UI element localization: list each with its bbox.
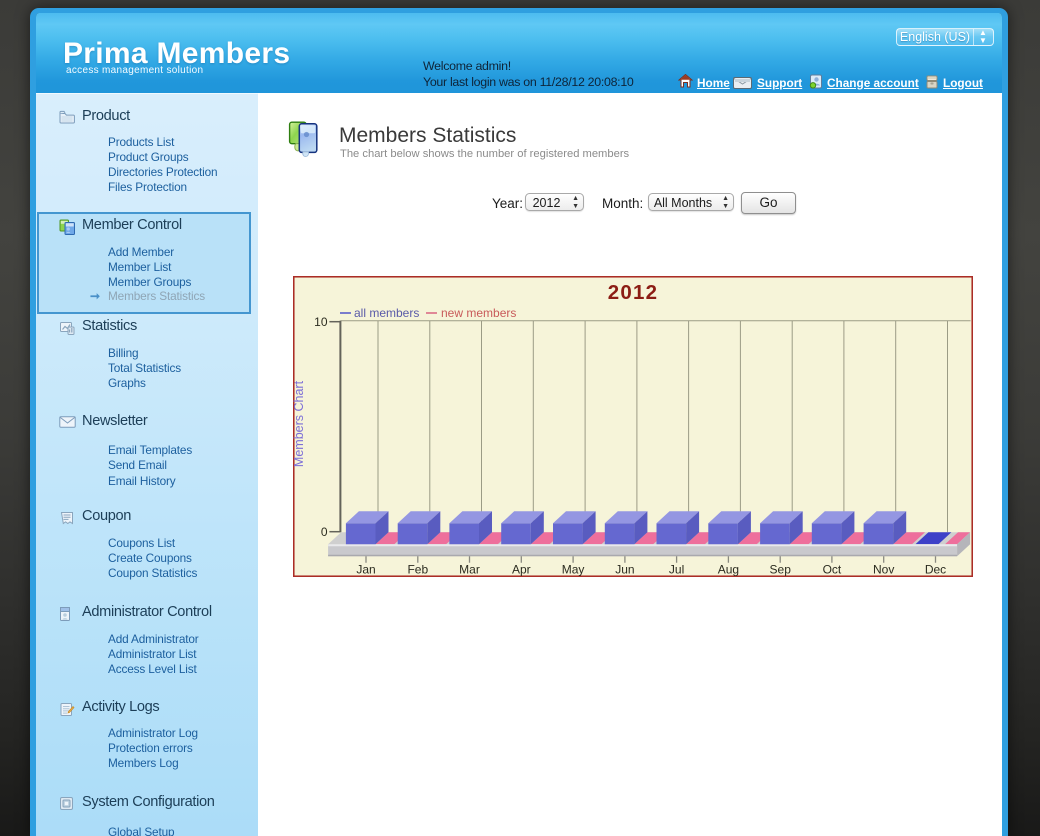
svg-text:Apr: Apr bbox=[512, 563, 531, 577]
svg-text:10: 10 bbox=[314, 315, 328, 329]
svg-text:Oct: Oct bbox=[823, 563, 842, 577]
svg-text:Sep: Sep bbox=[770, 563, 792, 577]
svg-text:Mar: Mar bbox=[459, 563, 480, 577]
svg-text:2012: 2012 bbox=[608, 281, 658, 304]
svg-text:Jun: Jun bbox=[615, 563, 634, 577]
svg-text:Dec: Dec bbox=[925, 563, 946, 577]
svg-text:new members: new members bbox=[441, 306, 516, 320]
svg-text:Members Chart: Members Chart bbox=[293, 380, 306, 467]
svg-text:Jul: Jul bbox=[669, 563, 684, 577]
svg-text:May: May bbox=[562, 563, 585, 577]
svg-text:Jan: Jan bbox=[356, 563, 375, 577]
svg-text:0: 0 bbox=[321, 525, 328, 539]
svg-text:Feb: Feb bbox=[407, 563, 428, 577]
svg-text:Nov: Nov bbox=[873, 563, 894, 577]
svg-text:all members: all members bbox=[354, 306, 419, 320]
svg-text:Aug: Aug bbox=[718, 563, 739, 577]
